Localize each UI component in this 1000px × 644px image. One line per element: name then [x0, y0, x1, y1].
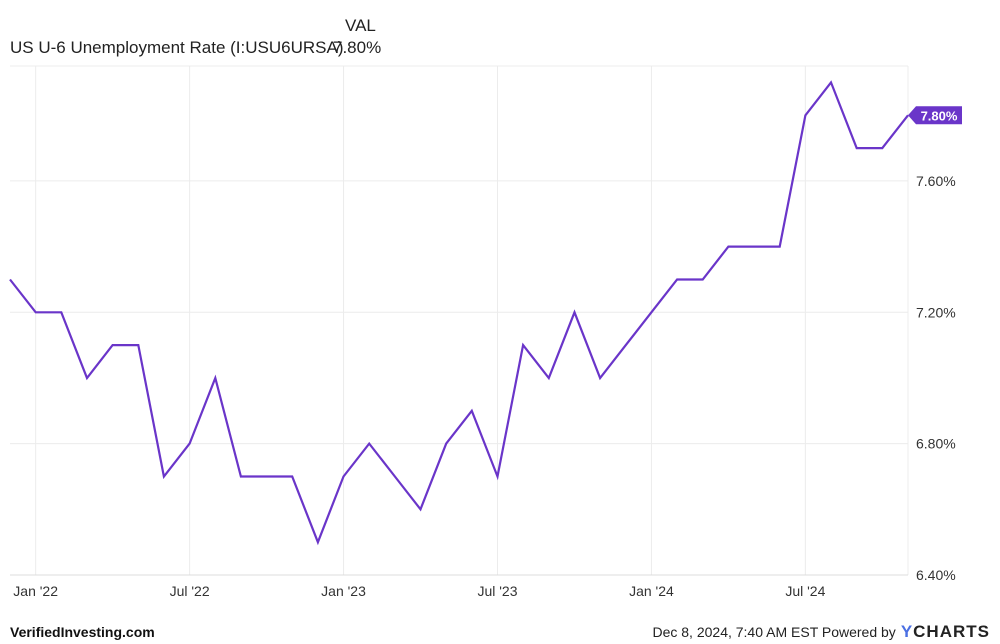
data-point [726, 245, 730, 249]
data-point [316, 540, 320, 544]
x-tick-label: Jan '22 [13, 583, 58, 599]
data-point [265, 474, 269, 478]
data-point [880, 146, 884, 150]
data-point [111, 343, 115, 347]
data-point [495, 474, 499, 478]
data-point [290, 474, 294, 478]
data-point [521, 343, 525, 347]
data-point [419, 507, 423, 511]
series-line [9, 80, 909, 546]
data-point [342, 474, 346, 478]
line-chart: 6.40% 6.80% 7.20% 7.60% Jan '22 Jul '22 Jan '2… [8, 65, 962, 599]
data-point [444, 442, 448, 446]
data-point [393, 474, 397, 478]
legend-series-value: 7.80% [333, 38, 382, 57]
data-point [188, 442, 192, 446]
source-watermark: VerifiedInvesting.com [10, 624, 155, 640]
y-tick-label: 6.80% [916, 436, 956, 452]
data-point [547, 376, 551, 380]
data-point [752, 245, 756, 249]
data-point [829, 80, 833, 84]
x-tick-label: Jan '24 [629, 583, 674, 599]
data-point [136, 343, 140, 347]
data-point [855, 146, 859, 150]
legend-series-name: US U-6 Unemployment Rate (I:USU6URSA) [10, 38, 344, 57]
data-point [85, 376, 89, 380]
x-tick-label: Jul '24 [785, 583, 825, 599]
data-point [367, 442, 371, 446]
last-value-tag [908, 106, 962, 125]
data-point [649, 310, 653, 314]
x-tick-label: Jan '23 [321, 583, 366, 599]
data-point [34, 310, 38, 314]
x-tick-label: Jul '23 [477, 583, 517, 599]
data-point [624, 343, 628, 347]
timestamp-text: Dec 8, 2024, 7:40 AM EST Powered by [652, 624, 896, 640]
ycharts-logo: YCHARTS [900, 622, 990, 641]
data-point [162, 474, 166, 478]
data-point [8, 277, 12, 281]
last-value-label: 7.80% [921, 108, 958, 123]
y-tick-label: 7.20% [916, 304, 956, 320]
data-point [803, 113, 807, 117]
legend-value-header: VAL [345, 16, 376, 35]
data-point [239, 474, 243, 478]
data-point [213, 376, 217, 380]
y-tick-label: 7.60% [916, 173, 956, 189]
data-point [778, 245, 782, 249]
data-point [572, 310, 576, 314]
data-point [701, 277, 705, 281]
x-tick-label: Jul '22 [170, 583, 210, 599]
data-point [59, 310, 63, 314]
data-point [675, 277, 679, 281]
footer-credit: Dec 8, 2024, 7:40 AM EST Powered by YCHA… [652, 622, 990, 642]
y-tick-label: 6.40% [916, 567, 956, 583]
data-point [470, 409, 474, 413]
data-point [598, 376, 602, 380]
